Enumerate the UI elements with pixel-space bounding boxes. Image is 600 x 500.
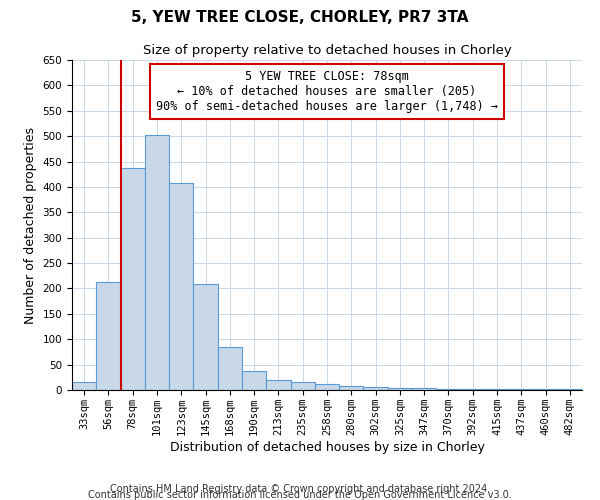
Text: Contains public sector information licensed under the Open Government Licence v3: Contains public sector information licen… xyxy=(88,490,512,500)
Bar xyxy=(169,183,193,390)
Title: Size of property relative to detached houses in Chorley: Size of property relative to detached ho… xyxy=(143,44,511,58)
X-axis label: Distribution of detached houses by size in Chorley: Distribution of detached houses by size … xyxy=(170,440,484,454)
Bar xyxy=(242,370,266,390)
Bar xyxy=(290,382,315,390)
Bar xyxy=(436,389,461,390)
Bar xyxy=(315,384,339,390)
Bar xyxy=(388,388,412,390)
Bar xyxy=(193,284,218,390)
Bar xyxy=(121,168,145,390)
Bar xyxy=(266,380,290,390)
Bar xyxy=(218,347,242,390)
Bar xyxy=(364,388,388,390)
Bar xyxy=(339,386,364,390)
Y-axis label: Number of detached properties: Number of detached properties xyxy=(24,126,37,324)
Text: Contains HM Land Registry data © Crown copyright and database right 2024.: Contains HM Land Registry data © Crown c… xyxy=(110,484,490,494)
Bar xyxy=(96,282,121,390)
Text: 5, YEW TREE CLOSE, CHORLEY, PR7 3TA: 5, YEW TREE CLOSE, CHORLEY, PR7 3TA xyxy=(131,10,469,25)
Bar xyxy=(72,382,96,390)
Bar xyxy=(145,134,169,390)
Text: 5 YEW TREE CLOSE: 78sqm
← 10% of detached houses are smaller (205)
90% of semi-d: 5 YEW TREE CLOSE: 78sqm ← 10% of detache… xyxy=(156,70,498,113)
Bar xyxy=(412,388,436,390)
